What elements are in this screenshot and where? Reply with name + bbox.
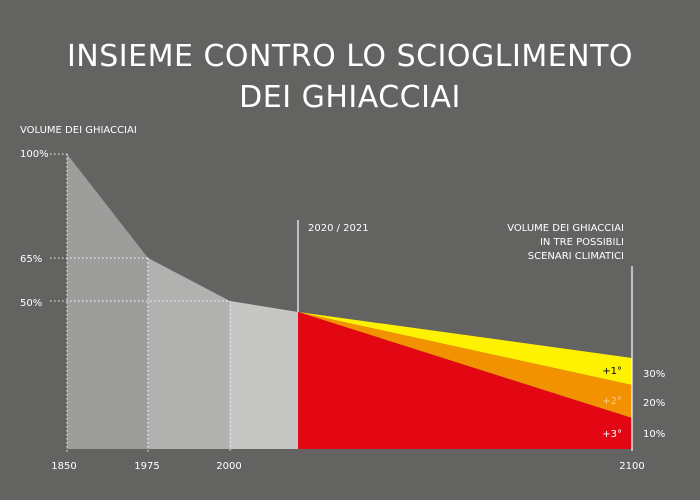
scenario-label-plus1: +1° [602,366,622,377]
chart-title-line-1: INSIEME CONTRO LO SCIOGLIMENTO [67,39,633,74]
x-tick-2100: 2100 [619,461,644,472]
scenario-value-10: 10% [643,429,665,440]
y-axis-label: VOLUME DEI GHIACCIAI [20,125,137,136]
historical-band-2000-2021 [230,301,298,449]
scenario-value-20: 20% [643,398,665,409]
y-tick-50: 50% [20,298,42,309]
x-tick-1850: 1850 [51,461,76,472]
scenario-areas [298,312,632,449]
scenario-area-plus3 [298,312,632,449]
projection-label-line-2: IN TRE POSSIBILI [540,237,624,248]
scenario-label-plus2: +2° [602,396,622,407]
scenario-label-plus3: +3° [602,429,622,440]
projection-label-line-3: SCENARI CLIMATICI [528,251,624,262]
x-tick-2000: 2000 [216,461,241,472]
historical-band-1975-2000 [148,258,230,449]
projection-label-line-1: VOLUME DEI GHIACCIAI [507,223,624,234]
x-tick-1975: 1975 [134,461,159,472]
marker-label: 2020 / 2021 [308,223,369,234]
y-tick-100: 100% [20,149,49,160]
chart-title-line-2: DEI GHIACCIAI [239,80,461,115]
guide-lines [50,153,633,453]
scenario-value-30: 30% [643,369,665,380]
y-tick-65: 65% [20,254,42,265]
